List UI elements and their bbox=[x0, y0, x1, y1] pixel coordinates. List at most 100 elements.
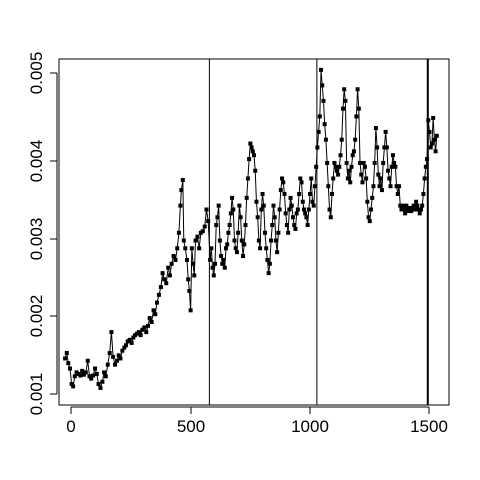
data-point bbox=[384, 145, 389, 150]
series-segment bbox=[310, 178, 313, 202]
data-point bbox=[66, 361, 71, 366]
series-segment bbox=[316, 131, 320, 148]
data-point bbox=[305, 223, 310, 228]
series-connector-lines bbox=[64, 69, 438, 389]
data-point bbox=[173, 257, 178, 262]
data-point bbox=[298, 176, 303, 181]
data-point bbox=[369, 207, 373, 212]
data-point bbox=[175, 246, 180, 251]
data-point bbox=[145, 323, 150, 328]
data-point bbox=[216, 203, 221, 208]
data-point bbox=[64, 351, 69, 356]
data-point bbox=[210, 265, 215, 270]
series-segment bbox=[219, 240, 222, 257]
data-point bbox=[124, 343, 129, 348]
series-segment bbox=[340, 139, 343, 156]
series-segment bbox=[257, 217, 260, 241]
data-point bbox=[247, 157, 252, 162]
series-segment bbox=[358, 108, 361, 163]
data-point bbox=[142, 325, 147, 330]
data-point bbox=[317, 114, 322, 119]
series-segment bbox=[190, 248, 193, 311]
data-point bbox=[63, 356, 68, 361]
series-segment bbox=[270, 224, 273, 241]
data-point bbox=[154, 300, 159, 305]
data-point bbox=[400, 203, 405, 208]
series-segment bbox=[297, 193, 300, 210]
data-point bbox=[278, 188, 283, 193]
series-segment bbox=[263, 205, 266, 233]
data-point bbox=[373, 126, 378, 131]
data-point bbox=[415, 203, 420, 208]
data-point bbox=[87, 374, 92, 379]
data-point bbox=[431, 115, 436, 120]
series-segment bbox=[320, 69, 323, 86]
series-segment bbox=[385, 131, 388, 148]
series-segment bbox=[244, 197, 248, 226]
data-point bbox=[379, 188, 384, 193]
data-point bbox=[418, 207, 423, 212]
series-segment bbox=[87, 360, 90, 377]
data-point bbox=[299, 180, 304, 185]
data-point bbox=[311, 203, 316, 208]
data-point bbox=[140, 327, 145, 332]
data-point bbox=[292, 223, 297, 228]
series-segment bbox=[160, 273, 164, 288]
data-point bbox=[282, 191, 287, 196]
series-segment bbox=[376, 147, 379, 175]
data-point bbox=[325, 160, 330, 165]
data-point bbox=[192, 273, 197, 278]
y-tick-label-0005: 0.005 bbox=[27, 52, 46, 95]
data-point bbox=[344, 160, 349, 165]
data-point bbox=[217, 238, 222, 243]
y-tick-label-0003: 0.003 bbox=[27, 218, 46, 261]
data-point bbox=[222, 265, 227, 270]
series-segment bbox=[435, 135, 438, 152]
data-point bbox=[301, 207, 306, 212]
data-point bbox=[227, 223, 232, 228]
data-point bbox=[284, 223, 289, 228]
data-point bbox=[358, 160, 363, 165]
data-point bbox=[337, 164, 342, 169]
data-point bbox=[393, 164, 398, 169]
data-point bbox=[316, 129, 321, 134]
data-point bbox=[429, 141, 434, 146]
data-point bbox=[250, 149, 255, 154]
data-point bbox=[178, 203, 183, 208]
data-point bbox=[303, 211, 308, 216]
series-segment bbox=[386, 147, 389, 171]
data-point bbox=[180, 178, 185, 183]
series-segment bbox=[375, 128, 378, 148]
series-segment bbox=[253, 155, 256, 171]
data-point bbox=[81, 372, 86, 377]
data-point bbox=[256, 238, 261, 243]
series-segment bbox=[204, 209, 207, 227]
data-point bbox=[408, 205, 412, 210]
data-point bbox=[179, 188, 184, 193]
data-point bbox=[100, 379, 105, 384]
data-point bbox=[193, 238, 198, 243]
data-point bbox=[136, 330, 141, 335]
data-point bbox=[399, 207, 404, 212]
series-segment bbox=[321, 85, 324, 101]
series-segment bbox=[319, 69, 322, 117]
data-point bbox=[220, 261, 225, 266]
data-point bbox=[149, 319, 154, 324]
data-point bbox=[98, 385, 103, 390]
data-point bbox=[304, 215, 309, 220]
series-segment bbox=[422, 178, 426, 195]
data-point bbox=[371, 184, 376, 189]
data-point bbox=[364, 176, 369, 181]
vertical-reference-lines bbox=[208, 59, 429, 405]
data-point bbox=[404, 203, 409, 208]
data-point bbox=[234, 250, 239, 255]
data-point bbox=[345, 176, 350, 181]
series-segment bbox=[344, 100, 348, 163]
data-point bbox=[334, 168, 339, 173]
data-point bbox=[266, 271, 271, 276]
data-point bbox=[410, 207, 415, 212]
series-segment bbox=[365, 178, 368, 202]
data-point bbox=[297, 191, 302, 196]
data-point bbox=[406, 209, 411, 214]
data-point bbox=[333, 164, 338, 169]
